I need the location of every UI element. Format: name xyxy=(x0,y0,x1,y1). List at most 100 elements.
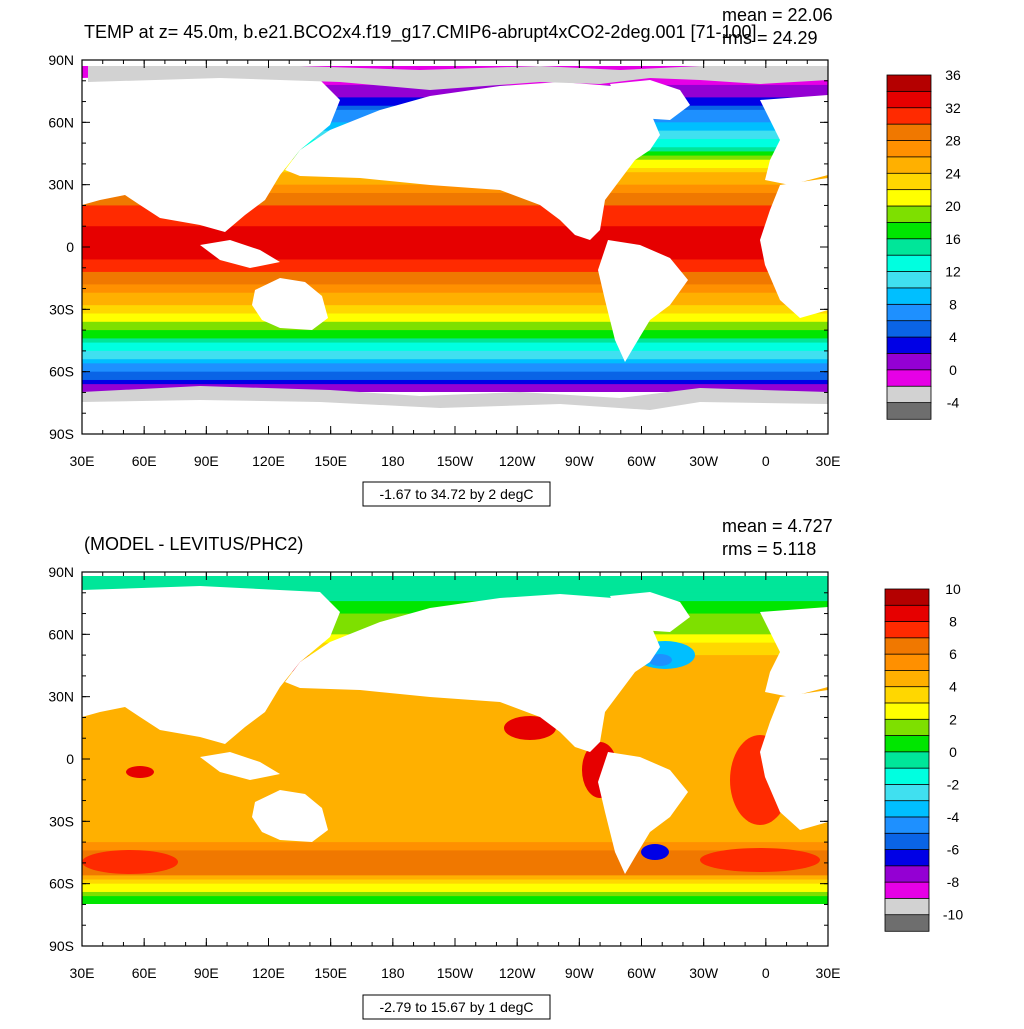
contour-info: -1.67 to 34.72 by 2 degC xyxy=(379,486,533,502)
lat-band xyxy=(82,696,828,702)
lat-band xyxy=(82,217,828,223)
colorbar-box xyxy=(884,800,930,818)
map-axes: 90N 60N 30N 0 30S 60S 90S 30E 60E 90E 120E 150E 180 1… xyxy=(48,52,840,469)
lon-tick-label: 180 xyxy=(381,453,405,469)
patch-southern-east xyxy=(700,848,820,872)
lat-band xyxy=(82,775,828,781)
colorbar-tick-label: -10 xyxy=(943,907,963,923)
colorbar-box xyxy=(886,287,932,306)
lat-band xyxy=(82,201,828,207)
colorbar-box xyxy=(886,369,932,387)
lon-tick-label: 150E xyxy=(314,965,347,981)
lat-band xyxy=(82,301,828,306)
lon-tick-label: 120E xyxy=(252,453,285,469)
lat-band xyxy=(82,255,828,261)
land-south-america xyxy=(598,752,688,874)
colorbar-box xyxy=(886,222,932,240)
colorbar-tick-label: 0 xyxy=(949,744,957,760)
lat-tick-label: 30N xyxy=(48,177,74,193)
contour-info: -2.79 to 15.67 by 1 degC xyxy=(379,999,533,1015)
mean-stat: mean = 22.06 xyxy=(722,5,833,25)
lat-band xyxy=(82,808,828,814)
land-south-america xyxy=(598,240,688,362)
lon-tick-label: 0 xyxy=(762,453,770,469)
lon-tick-label: 120E xyxy=(252,965,285,981)
lat-band xyxy=(82,800,828,806)
colorbar-tick-label: 36 xyxy=(945,67,961,83)
colorbar-box xyxy=(884,637,930,655)
lat-band xyxy=(82,813,828,818)
lat-band xyxy=(82,862,828,868)
lat-band xyxy=(82,754,828,760)
colorbar-box xyxy=(884,621,930,639)
colorbar-tick-label: -6 xyxy=(947,842,960,858)
colorbar-box xyxy=(886,156,932,174)
map-field xyxy=(82,572,828,946)
colorbar-tick-label: 16 xyxy=(945,231,961,247)
lat-band xyxy=(82,891,828,897)
colorbar-box xyxy=(884,881,930,900)
lat-band xyxy=(82,263,828,269)
land-mask xyxy=(82,572,828,946)
lon-tick-label: 120W xyxy=(499,453,536,469)
lat-band xyxy=(82,288,828,294)
lat-tick-label: 30S xyxy=(49,301,74,317)
lat-band xyxy=(82,205,828,211)
lat-tick-label: 0 xyxy=(66,751,74,767)
panel-title: TEMP at z= 45.0m, b.e21.BCO2x4.f19_g17.C… xyxy=(84,22,757,43)
lat-band xyxy=(82,796,828,802)
colorbar-box xyxy=(886,336,932,355)
lat-band xyxy=(82,779,828,785)
colorbar-box xyxy=(886,172,932,191)
lat-band xyxy=(82,259,828,265)
colorbar-box xyxy=(884,686,930,704)
land-europe xyxy=(760,607,828,697)
lat-band xyxy=(82,713,828,719)
lat-band xyxy=(82,359,828,364)
lat-band xyxy=(82,321,828,327)
lat-band xyxy=(82,309,828,315)
colorbar-box xyxy=(884,914,930,932)
lon-tick-label: 30E xyxy=(70,965,95,981)
lat-band xyxy=(82,230,828,236)
colorbar-box xyxy=(884,849,930,867)
lat-band xyxy=(82,763,828,768)
lat-band xyxy=(82,276,828,281)
colorbar-tick-label: 10 xyxy=(945,581,961,597)
lon-tick-label: 30W xyxy=(689,965,719,981)
lat-tick-label: 60N xyxy=(48,114,74,130)
colorbar-tick-label: 4 xyxy=(949,329,957,345)
lat-band xyxy=(82,871,828,876)
lat-band xyxy=(82,371,828,377)
lat-band xyxy=(82,580,828,586)
lat-band xyxy=(82,588,828,594)
patch-southern-west xyxy=(82,850,178,874)
map-axes: 90N 60N 30N 0 30S 60S 90S 30E 60E 90E 120E 150E 180 1… xyxy=(48,564,840,981)
lat-band xyxy=(82,355,828,360)
lat-band xyxy=(82,783,828,789)
patch-falklands xyxy=(641,844,669,860)
land-antarctica xyxy=(82,904,828,946)
lon-tick-label: 150W xyxy=(437,965,474,981)
lat-band xyxy=(82,247,828,252)
land-eurasia xyxy=(82,586,340,744)
lon-tick-label: 30E xyxy=(816,965,841,981)
colorbar-box xyxy=(884,718,930,737)
colorbar: 36 32 28 24 20 16 12 8 4 0 -4 xyxy=(886,67,961,420)
colorbar-tick-label: 12 xyxy=(945,264,961,280)
land-indonesia xyxy=(200,752,280,780)
lat-band xyxy=(82,879,828,885)
colorbar-box xyxy=(884,670,930,688)
lat-band xyxy=(82,837,828,843)
lat-band xyxy=(82,379,828,385)
lat-band xyxy=(82,896,828,901)
ice-arctic xyxy=(88,66,828,90)
lat-band xyxy=(82,883,828,889)
lat-band xyxy=(82,325,828,331)
lat-band xyxy=(82,858,828,864)
land-africa-right xyxy=(760,178,828,318)
colorbar-box xyxy=(886,238,932,256)
colorbar-box xyxy=(886,74,932,93)
lat-band xyxy=(82,338,828,344)
